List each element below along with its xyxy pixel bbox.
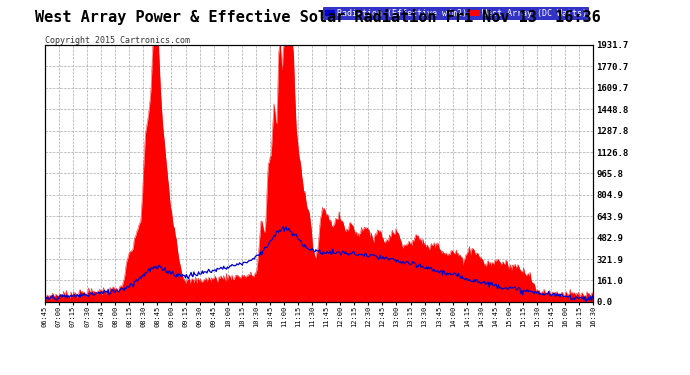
Text: Copyright 2015 Cartronics.com: Copyright 2015 Cartronics.com <box>45 36 190 45</box>
Legend: Radiation (Effective w/m2), West Array (DC Watts): Radiation (Effective w/m2), West Array (… <box>322 7 589 20</box>
Text: West Array Power & Effective Solar Radiation Fri Nov 13  16:36: West Array Power & Effective Solar Radia… <box>34 9 600 26</box>
